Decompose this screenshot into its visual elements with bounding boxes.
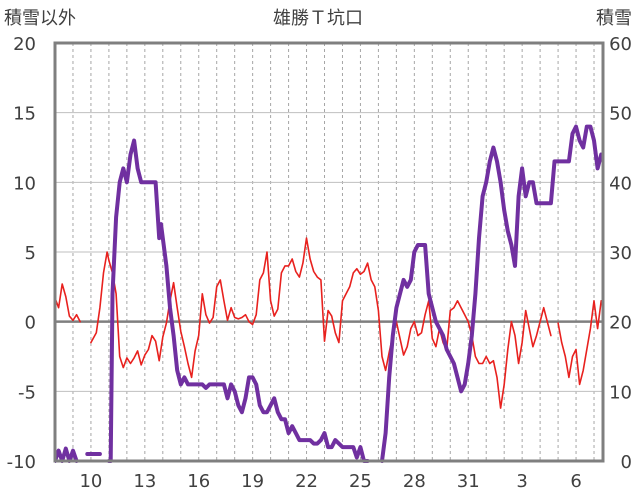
x-tick-label: 31 bbox=[457, 471, 480, 492]
left-y-tick-label: 10 bbox=[13, 173, 36, 194]
x-tick-label: 16 bbox=[187, 471, 210, 492]
x-tick-label: 10 bbox=[79, 471, 102, 492]
x-tick-label: 6 bbox=[570, 471, 581, 492]
series-layer bbox=[55, 124, 603, 463]
left-y-axis: 20 15 10 5 0 -5 -10 bbox=[7, 34, 36, 473]
right-y-tick-label: 30 bbox=[609, 243, 632, 264]
right-y-axis: 60 50 40 30 20 10 0 bbox=[609, 34, 632, 473]
x-axis: 10 13 16 19 22 25 28 31 3 6 bbox=[79, 471, 581, 492]
right-y-tick-label: 10 bbox=[609, 382, 632, 403]
series-line-1 bbox=[55, 237, 602, 409]
left-axis-label: 積雪以外 bbox=[4, 8, 76, 29]
series-line-2 bbox=[55, 124, 603, 463]
left-y-tick-label: 20 bbox=[13, 34, 36, 55]
right-axis-label: 積雪 bbox=[596, 8, 632, 29]
x-tick-label: 3 bbox=[516, 471, 527, 492]
x-tick-label: 13 bbox=[133, 471, 156, 492]
plot-frame bbox=[53, 41, 605, 463]
x-tick-label: 19 bbox=[241, 471, 264, 492]
left-y-tick-label: 5 bbox=[25, 243, 36, 264]
vertical-gridlines bbox=[55, 43, 603, 461]
x-tick-label: 25 bbox=[349, 471, 372, 492]
left-y-tick-label: -10 bbox=[7, 452, 36, 473]
left-y-tick-label: -5 bbox=[18, 382, 36, 403]
right-y-tick-label: 0 bbox=[621, 452, 632, 473]
right-y-tick-label: 60 bbox=[609, 34, 632, 55]
right-y-tick-label: 50 bbox=[609, 104, 632, 125]
x-tick-label: 28 bbox=[403, 471, 426, 492]
left-y-tick-label: 15 bbox=[13, 104, 36, 125]
x-tick-label: 22 bbox=[295, 471, 318, 492]
chart-title: 雄勝Ｔ坑口 bbox=[273, 8, 363, 29]
right-y-tick-label: 40 bbox=[609, 173, 632, 194]
left-y-tick-label: 0 bbox=[25, 313, 36, 334]
right-y-tick-label: 20 bbox=[609, 313, 632, 334]
